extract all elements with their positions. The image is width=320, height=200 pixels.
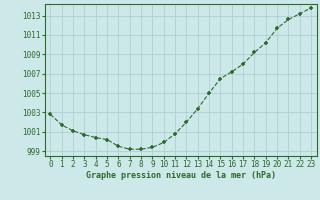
X-axis label: Graphe pression niveau de la mer (hPa): Graphe pression niveau de la mer (hPa)	[86, 171, 276, 180]
